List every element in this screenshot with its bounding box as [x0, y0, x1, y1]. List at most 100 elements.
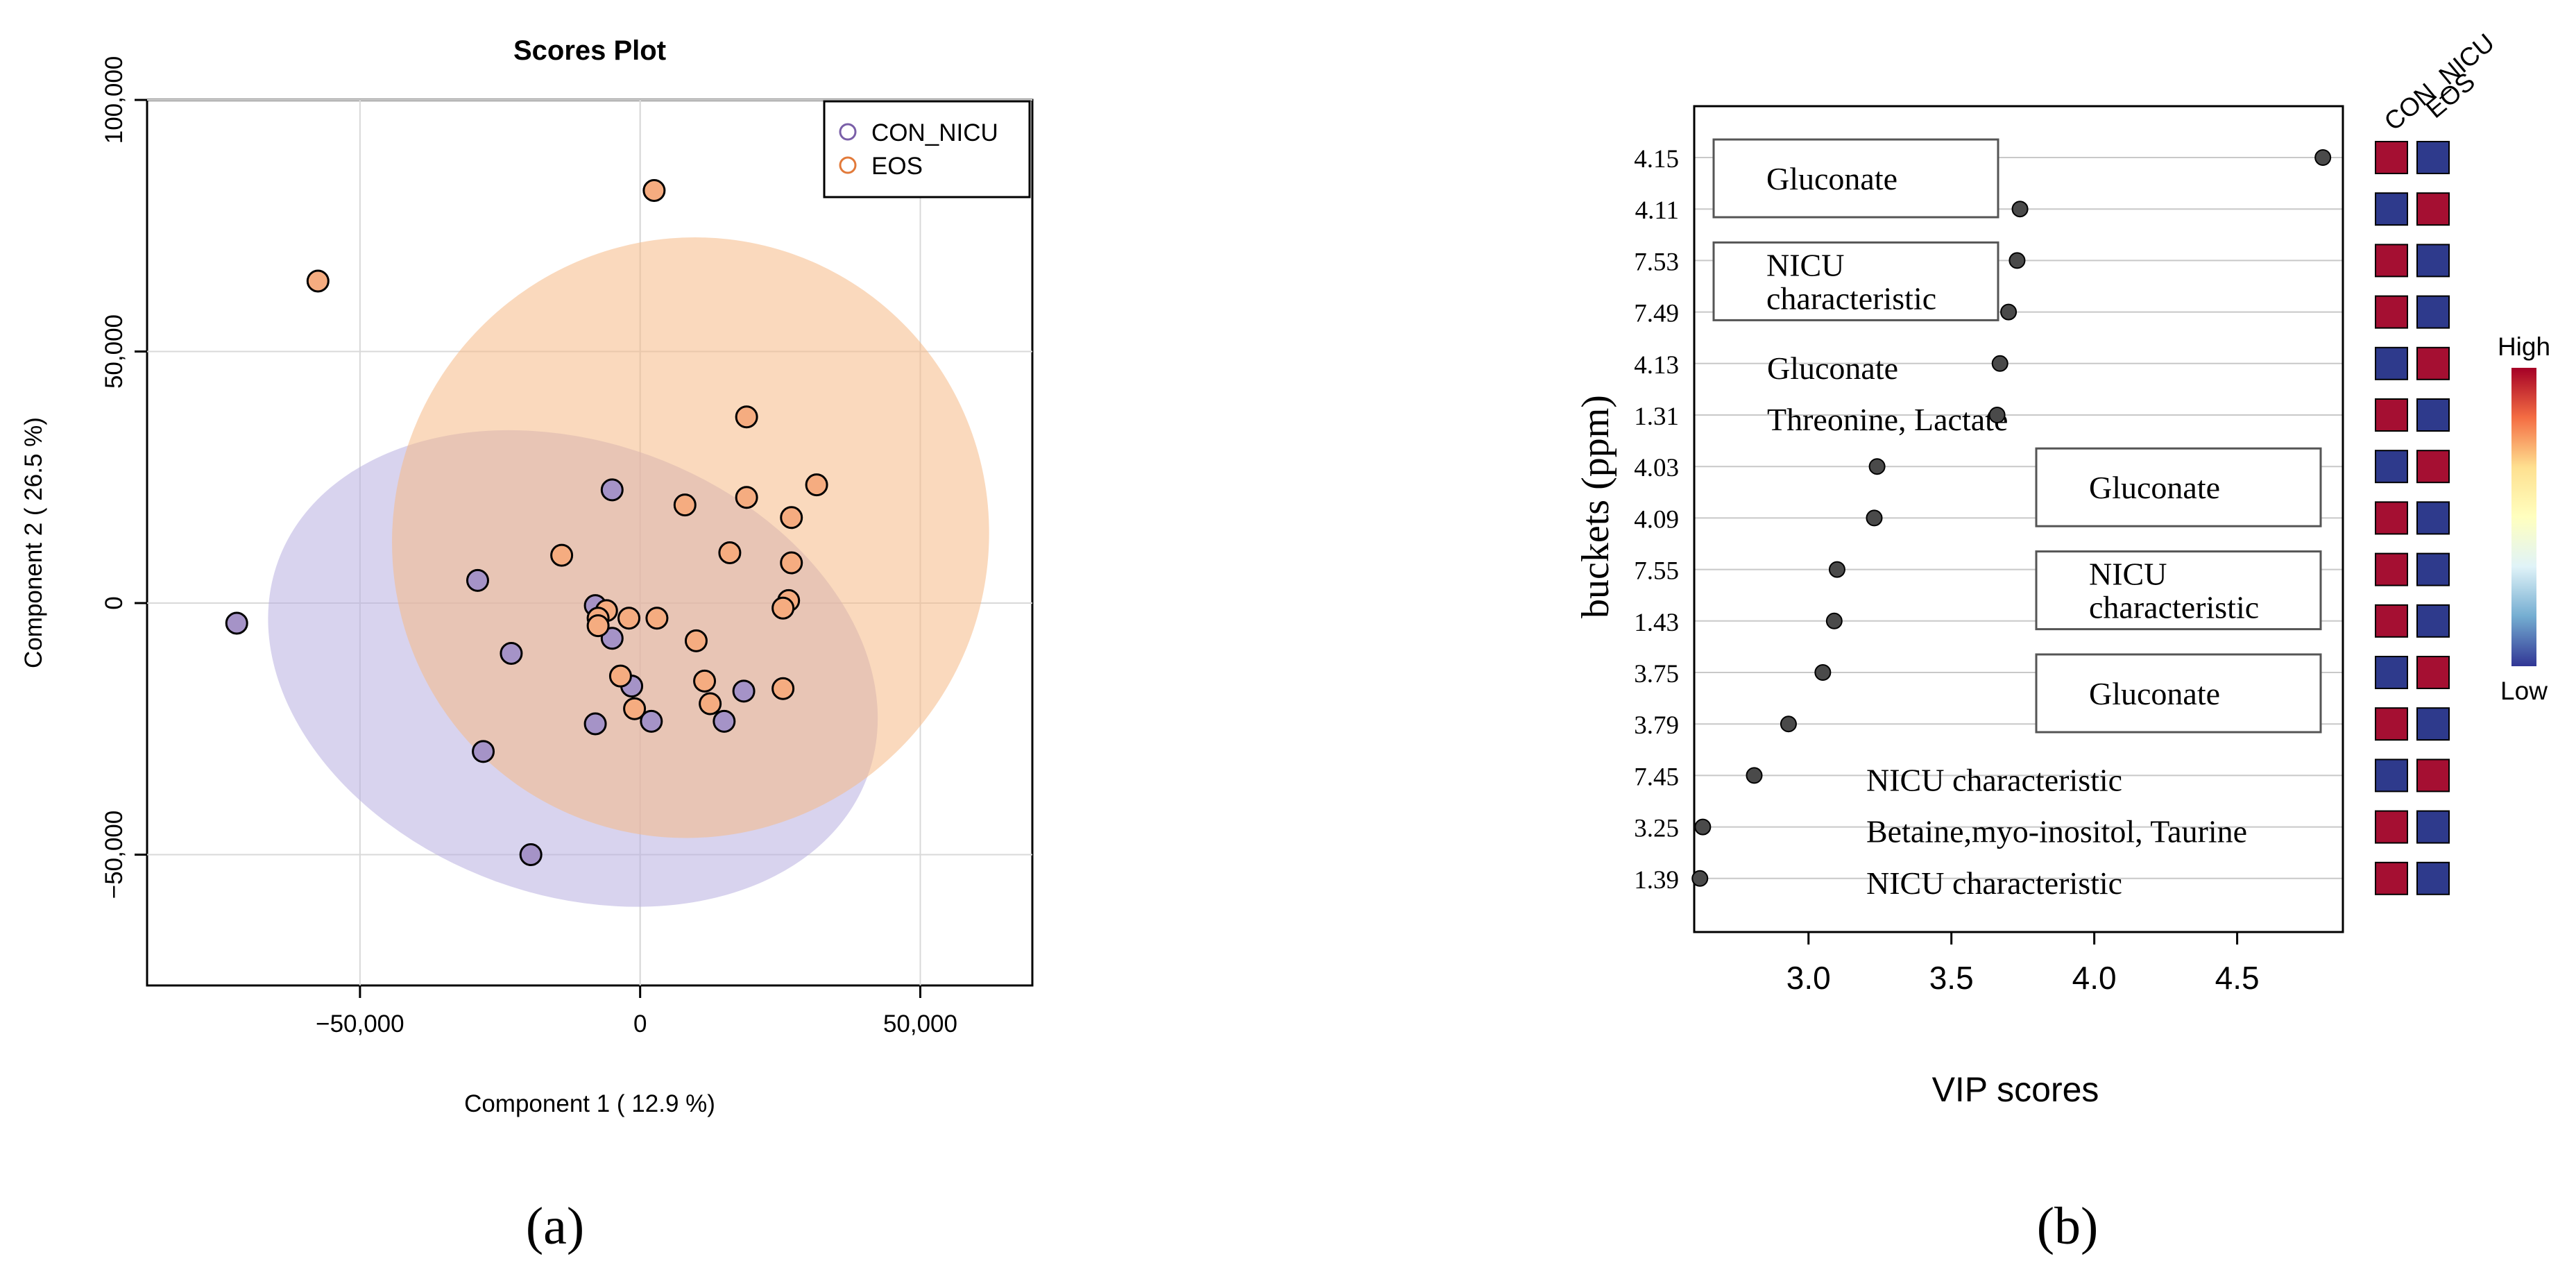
- point-con-nicu: [600, 627, 624, 650]
- legend-eos-label: EOS: [871, 153, 923, 180]
- heatmap-cell: [2375, 501, 2408, 535]
- heatmap-cell: [2375, 398, 2408, 432]
- point-eos: [771, 596, 795, 620]
- heatmap-cell: [2416, 707, 2450, 741]
- annotation-text: Gluconate: [1767, 350, 1898, 386]
- heatmap-cell: [2416, 552, 2450, 586]
- annotation-box: [2035, 550, 2322, 631]
- annotation-text: characteristic: [2089, 590, 2259, 625]
- vip-y-axis: 4.15 4.11 7.53 7.49 4.13 1.31 4.03 4.09 7.55 1.43…: [1634, 145, 1679, 895]
- point-eos: [699, 692, 722, 716]
- y-tick-label: 100,000: [101, 56, 128, 144]
- vip-point: [1868, 458, 1886, 475]
- vip-y-axis-label: buckets (ppm): [1574, 395, 1617, 618]
- vip-point: [1746, 767, 1763, 784]
- point-con-nicu: [472, 740, 495, 763]
- heatmap-cell: [2416, 810, 2450, 844]
- point-eos: [780, 551, 803, 575]
- vip-plot-panel: Gluconate NICU characteristic Gluconate Thre…: [1574, 28, 2550, 1255]
- x-tick-label: 0: [633, 1010, 647, 1038]
- heatmap-cell: [2375, 861, 2408, 895]
- annotation-box: [2035, 447, 2322, 527]
- point-con-nicu: [583, 712, 607, 736]
- vip-point: [1988, 407, 2006, 423]
- legend-box: [823, 100, 1031, 198]
- colorbar-gradient: [2511, 368, 2536, 666]
- point-con-nicu: [225, 611, 248, 635]
- vip-y-tick-label: 4.03: [1634, 454, 1679, 482]
- point-con-nicu: [732, 679, 756, 703]
- vip-x-axis-label: VIP scores: [1932, 1070, 2099, 1109]
- point-eos: [617, 607, 641, 630]
- vip-y-tick-label: 4.15: [1634, 145, 1679, 173]
- vip-points: [1691, 149, 2332, 887]
- vip-x-tick-label: 4.0: [2072, 960, 2117, 996]
- vip-y-tick-label: 3.75: [1634, 660, 1679, 688]
- x-tick-label: 50,000: [883, 1010, 957, 1038]
- point-con-nicu: [713, 709, 736, 733]
- annotation-text: Betaine,myo-inositol, Taurine: [1866, 814, 2247, 849]
- panel-label-b: (b): [2037, 1197, 2099, 1255]
- heatmap-cell: [2375, 192, 2408, 226]
- point-eos: [623, 697, 647, 720]
- annotation-text: Gluconate: [1766, 161, 1897, 196]
- vip-point: [2008, 252, 2026, 269]
- vip-annotations: Gluconate NICU characteristic Gluconate Thre…: [1712, 138, 2322, 901]
- heatmap-cell: [2375, 346, 2408, 380]
- annotation-text: NICU: [1766, 247, 1844, 282]
- vip-x-tick-label: 3.5: [1929, 960, 1974, 996]
- panel-label-a: (a): [526, 1197, 584, 1255]
- scores-plot-title: Scores Plot: [513, 35, 666, 66]
- annotation-box: [1712, 138, 1999, 219]
- point-eos: [642, 179, 666, 202]
- heatmap-cell: [2375, 552, 2408, 586]
- colorbar: High Low: [2498, 332, 2550, 705]
- heatmap-cell: [2416, 295, 2450, 329]
- heatmap-cell: [2375, 707, 2408, 741]
- vip-y-tick-label: 1.31: [1634, 403, 1679, 431]
- heatmap-cell: [2416, 861, 2450, 895]
- heatmap-cell: [2375, 244, 2408, 278]
- heatmap-cell: [2416, 501, 2450, 535]
- point-con-nicu: [519, 843, 543, 866]
- vip-point: [1828, 561, 1845, 578]
- confidence-ellipses: [268, 237, 989, 907]
- vip-y-tick-label: 7.55: [1634, 557, 1679, 586]
- annotation-text: NICU characteristic: [1866, 762, 2122, 797]
- heatmap-cell: [2416, 604, 2450, 638]
- point-eos: [306, 269, 330, 293]
- vip-point: [1691, 870, 1709, 887]
- heatmap-cell: [2375, 810, 2408, 844]
- scores-x-axis: −50,000 0 50,000: [316, 985, 957, 1038]
- point-con-nicu: [500, 642, 523, 665]
- vip-point: [1991, 355, 2008, 372]
- scores-x-axis-label: Component 1 ( 12.9 %): [464, 1090, 715, 1117]
- point-eos: [550, 543, 574, 567]
- vip-x-axis: 3.0 3.5 4.0 4.5: [1786, 932, 2260, 996]
- point-eos: [735, 405, 758, 429]
- heatmap-cell: [2375, 656, 2408, 689]
- point-con-nicu: [640, 709, 663, 733]
- vip-point: [1694, 818, 1712, 836]
- point-con-nicu: [466, 568, 489, 592]
- heatmap-cell: [2416, 141, 2450, 174]
- heatmap-cell: [2375, 450, 2408, 484]
- vip-y-tick-label: 7.53: [1634, 248, 1679, 276]
- heatmap-cell: [2416, 656, 2450, 689]
- vip-y-tick-label: 4.11: [1635, 196, 1679, 225]
- heatmap-cell: [2416, 398, 2450, 432]
- y-tick-label: 0: [101, 596, 128, 609]
- scores-y-axis: −50,000 0 50,000 100,000: [101, 56, 147, 899]
- point-eos: [673, 493, 697, 517]
- vip-y-tick-label: 4.09: [1634, 505, 1679, 534]
- point-eos: [645, 607, 669, 630]
- heatmap-cell: [2375, 759, 2408, 793]
- annotation-text: Threonine, Lactate: [1767, 402, 2008, 437]
- heatmap-cell: [2416, 759, 2450, 793]
- vip-point: [2000, 303, 2018, 321]
- vip-y-tick-label: 1.39: [1634, 866, 1679, 895]
- point-eos: [780, 506, 803, 530]
- point-eos: [608, 664, 632, 688]
- vip-y-tick-label: 4.13: [1634, 351, 1679, 380]
